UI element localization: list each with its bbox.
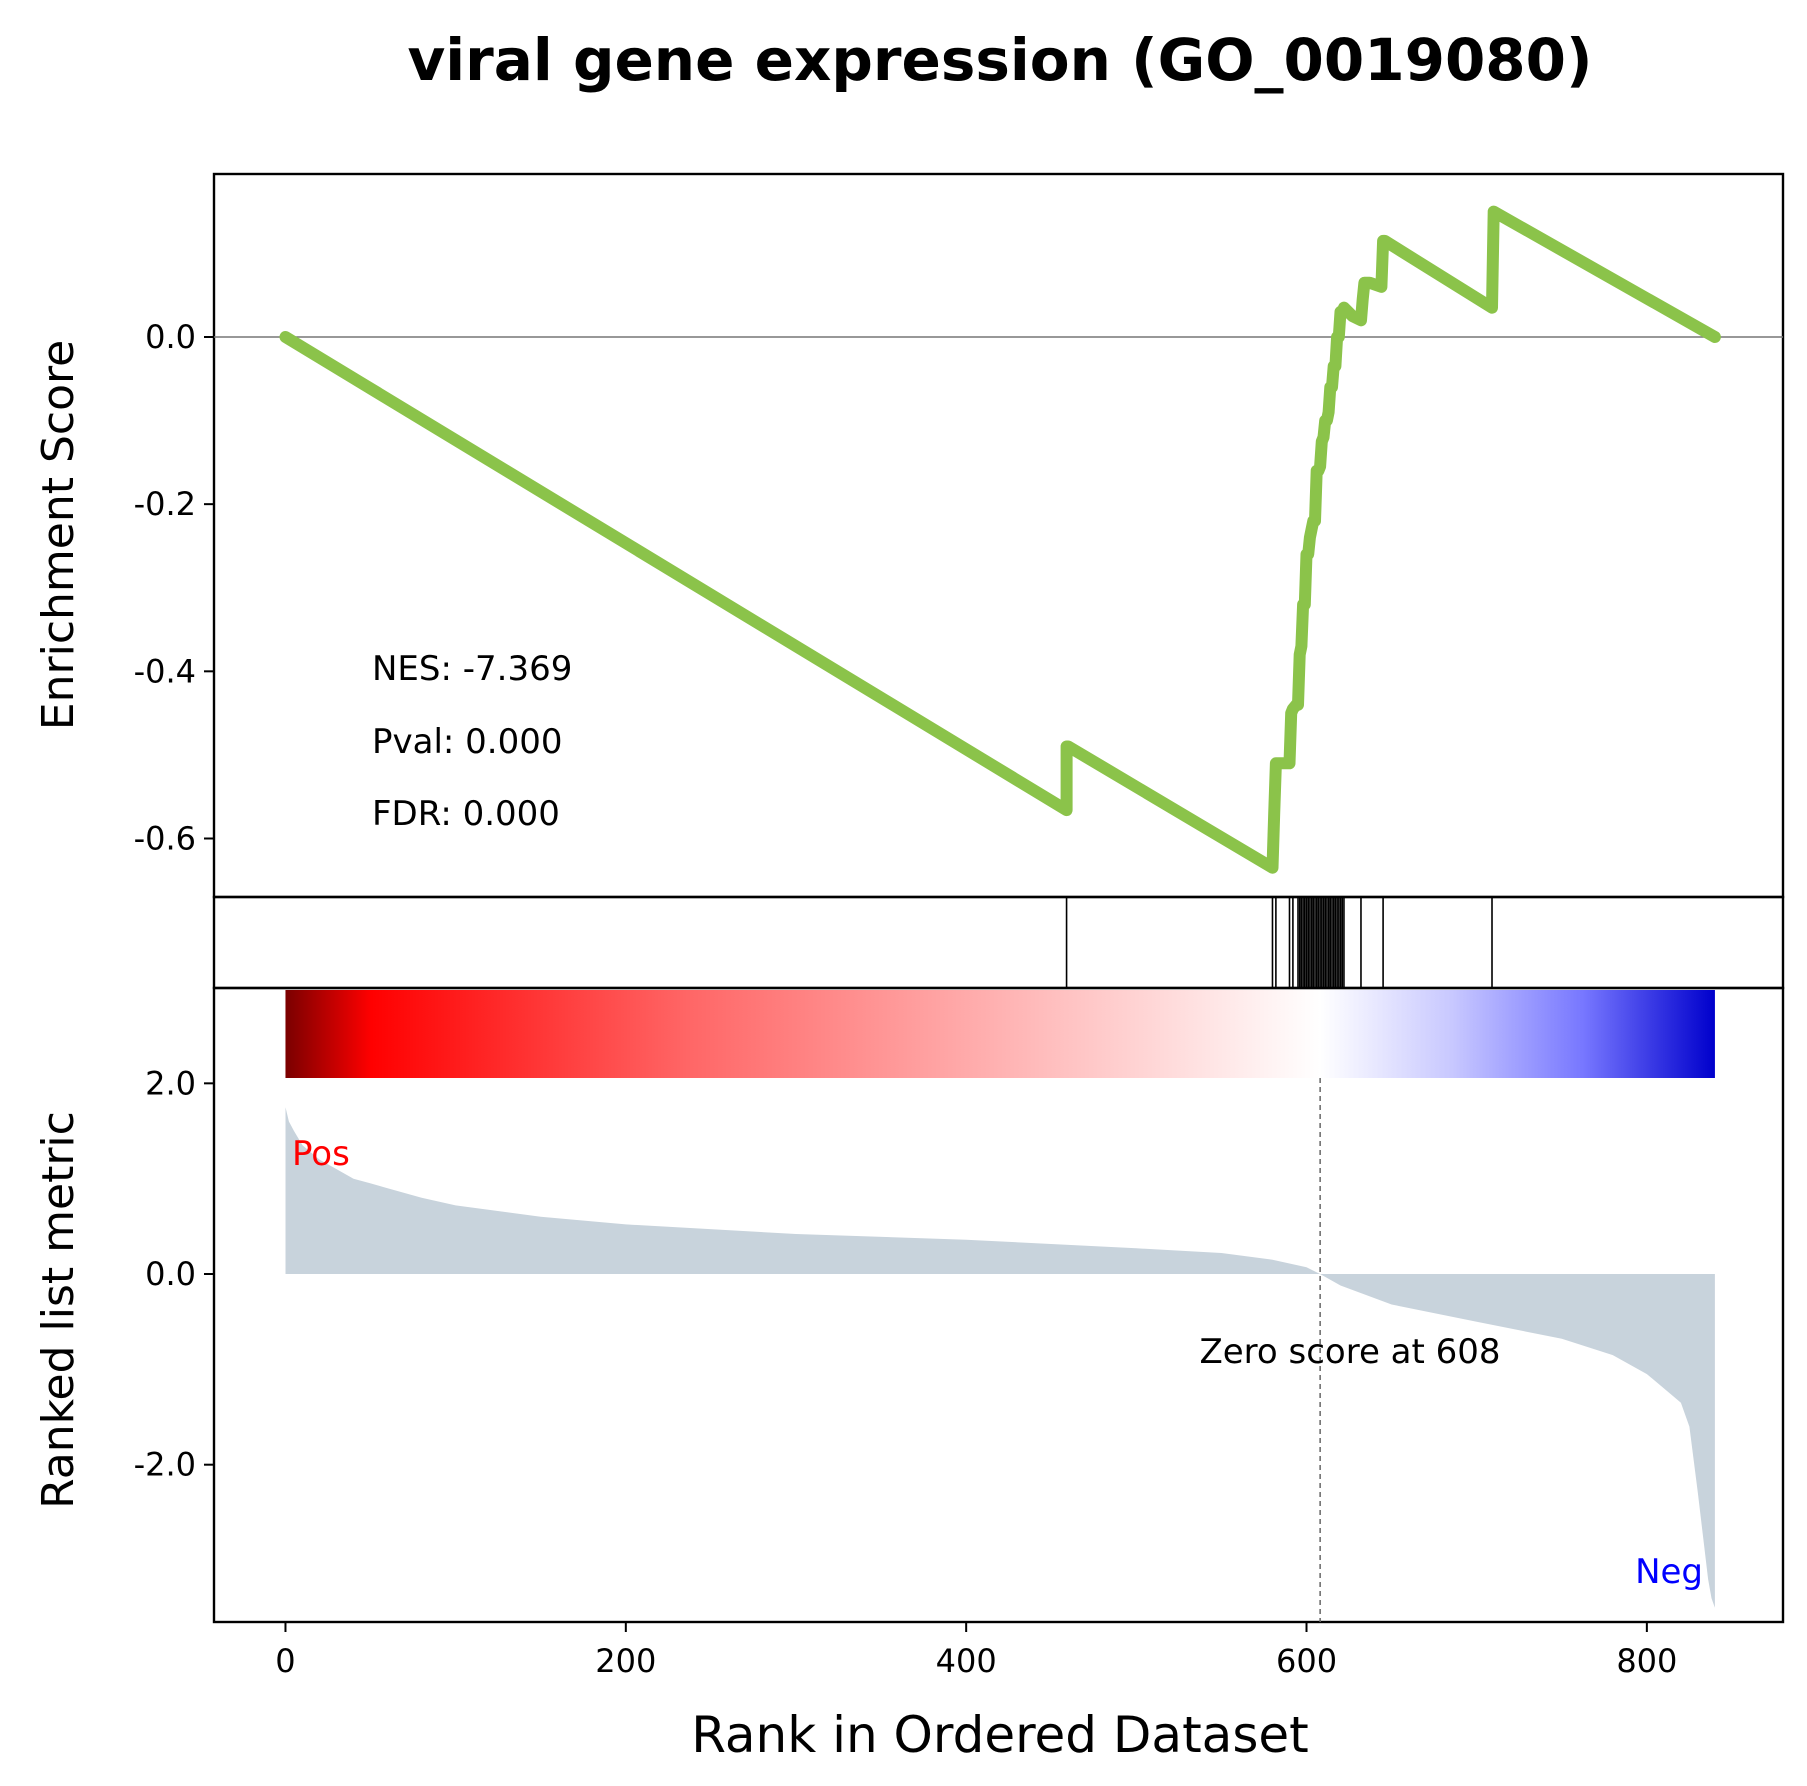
ranked-metric-panel: Zero score at 608 Pos Neg 2.0 0.0 -2.0 Ran… bbox=[33, 986, 1785, 1624]
rank-y-axis-label: Ranked list metric bbox=[33, 1111, 84, 1509]
rank-colorbar bbox=[285, 990, 1715, 1078]
x-axis-label: Rank in Ordered Dataset bbox=[691, 1706, 1308, 1764]
es-y-tick-label: -0.2 bbox=[134, 485, 196, 523]
rank-y-tick-label: -2.0 bbox=[134, 1446, 196, 1484]
rank-panel-frame bbox=[212, 986, 1785, 1624]
es-y-ticks: 0.0 -0.2 -0.4 -0.6 bbox=[134, 318, 214, 857]
x-tick-label: 400 bbox=[936, 1642, 997, 1680]
x-tick-label: 200 bbox=[595, 1642, 656, 1680]
gene-hits-panel bbox=[212, 895, 1785, 990]
hits-panel-frame bbox=[212, 895, 1785, 990]
es-y-axis-label: Enrichment Score bbox=[33, 340, 84, 730]
x-tick-label: 0 bbox=[275, 1642, 295, 1680]
fdr-annotation: FDR: 0.000 bbox=[372, 794, 560, 834]
es-y-tick-label: -0.4 bbox=[134, 652, 196, 690]
es-y-tick-label: -0.6 bbox=[134, 819, 196, 857]
rank-y-ticks: 2.0 0.0 -2.0 bbox=[134, 1064, 214, 1484]
es-y-tick-label: 0.0 bbox=[145, 318, 196, 356]
nes-annotation: NES: -7.369 bbox=[372, 649, 572, 689]
gene-hit-lines bbox=[1065, 897, 1493, 988]
x-axis-ticks: 0 200 400 600 800 bbox=[275, 1622, 1677, 1680]
zero-score-label: Zero score at 608 bbox=[1199, 1332, 1500, 1372]
es-panel-frame bbox=[212, 172, 1785, 899]
neg-label: Neg bbox=[1635, 1552, 1703, 1592]
chart-title: viral gene expression (GO_0019080) bbox=[407, 26, 1592, 94]
x-tick-label: 600 bbox=[1276, 1642, 1337, 1680]
rank-y-tick-label: 2.0 bbox=[145, 1064, 196, 1102]
ranked-metric-area bbox=[285, 1107, 1715, 1608]
pos-label: Pos bbox=[292, 1134, 350, 1174]
enrichment-score-line bbox=[279, 205, 1721, 874]
pval-annotation: Pval: 0.000 bbox=[372, 722, 563, 762]
rank-y-tick-label: 0.0 bbox=[145, 1255, 196, 1293]
x-tick-label: 800 bbox=[1616, 1642, 1677, 1680]
enrichment-score-panel: 0.0-0.2-0.4-0.6 NES: -7.369 Pval: 0.000 … bbox=[33, 172, 1785, 899]
